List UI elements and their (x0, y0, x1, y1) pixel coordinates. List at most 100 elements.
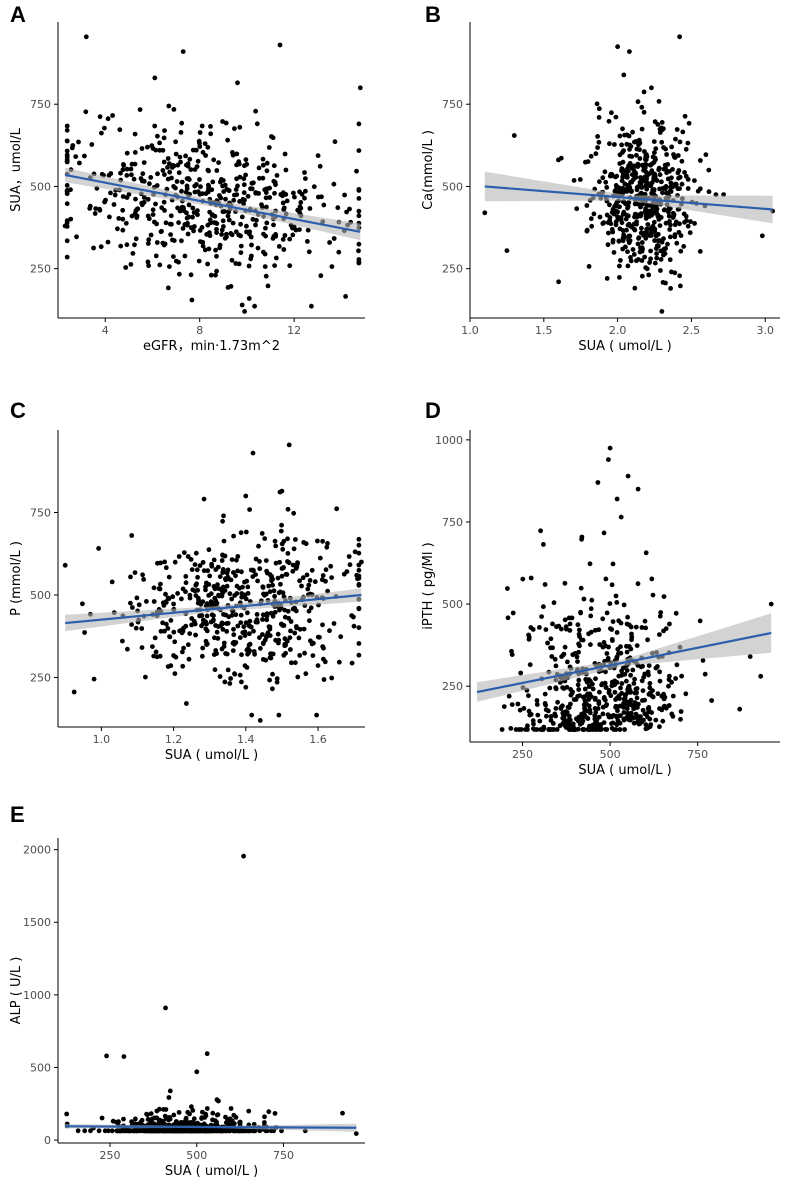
data-point (652, 238, 657, 244)
data-point (541, 542, 546, 547)
data-point (173, 139, 179, 145)
data-point (683, 146, 689, 152)
data-point (657, 706, 662, 711)
data-point (567, 628, 573, 633)
data-point (643, 169, 649, 175)
data-point (155, 171, 160, 177)
data-point (678, 248, 684, 254)
data-point (224, 629, 230, 634)
data-point (656, 165, 662, 171)
data-point (260, 612, 266, 618)
data-point (262, 1114, 267, 1120)
data-point (534, 698, 540, 703)
data-point (356, 652, 362, 658)
data-point (617, 263, 622, 269)
data-point (154, 240, 160, 245)
data-point (208, 272, 214, 278)
data-point (666, 206, 672, 211)
data-point (117, 127, 123, 133)
data-point (273, 560, 279, 566)
data-point (664, 190, 669, 196)
data-point (269, 576, 274, 581)
data-point (608, 693, 614, 699)
x-tick-label: 1.4 (237, 733, 255, 746)
data-point (634, 221, 639, 227)
data-point (706, 167, 712, 173)
data-point (652, 150, 657, 156)
data-point (176, 271, 182, 277)
data-point (577, 177, 583, 182)
outlier-point (511, 133, 517, 138)
x-tick-label: 750 (687, 748, 708, 761)
data-point (235, 623, 241, 629)
outlier-point (768, 601, 774, 607)
data-point (658, 610, 664, 615)
data-point (624, 678, 629, 684)
data-point (200, 645, 206, 651)
data-point (176, 1110, 182, 1115)
data-point (307, 206, 313, 211)
data-point (302, 650, 307, 656)
y-tick-label: 750 (30, 507, 51, 520)
data-point (197, 130, 203, 135)
data-point (612, 689, 618, 695)
data-point (211, 157, 217, 163)
data-point (548, 645, 553, 651)
data-point (627, 142, 633, 148)
data-point (181, 550, 187, 555)
data-point (630, 667, 636, 673)
data-point (318, 273, 324, 279)
data-point (634, 690, 639, 696)
data-point (110, 113, 115, 118)
data-point (589, 223, 595, 229)
data-point (244, 223, 249, 229)
data-point (605, 242, 611, 248)
data-point (229, 557, 235, 562)
data-point (146, 237, 152, 243)
data-point (647, 685, 653, 691)
regression-line (476, 631, 772, 694)
data-point (586, 684, 592, 689)
data-point (91, 245, 96, 251)
data-point (680, 129, 686, 135)
data-point (673, 219, 679, 225)
data-point (245, 651, 251, 657)
data-point (676, 168, 682, 173)
data-point (233, 187, 239, 192)
data-point (620, 235, 626, 241)
data-point (233, 1115, 239, 1120)
x-tick-label: 8 (196, 324, 203, 337)
data-point (118, 243, 124, 249)
data-point (216, 160, 222, 166)
data-point (637, 156, 643, 161)
data-point (253, 190, 259, 195)
data-point (660, 185, 666, 191)
outlier-point (659, 309, 665, 314)
data-point (643, 726, 649, 732)
data-point (220, 178, 226, 183)
data-point (280, 190, 286, 196)
data-point (622, 132, 627, 138)
data-point (181, 206, 186, 212)
data-point (173, 1128, 179, 1134)
data-point (525, 723, 530, 729)
data-point (606, 118, 612, 124)
x-tick-label: 500 (600, 748, 621, 761)
data-point (606, 688, 612, 693)
data-point (632, 700, 638, 705)
data-point (630, 247, 636, 252)
data-point (271, 163, 277, 169)
data-point (125, 646, 130, 652)
data-point (600, 221, 606, 226)
data-point (294, 564, 300, 570)
data-point (648, 256, 653, 262)
data-point (639, 126, 645, 132)
data-point (225, 620, 231, 626)
data-point (558, 704, 564, 710)
data-point (264, 204, 269, 210)
data-point (525, 727, 530, 732)
data-point (597, 689, 602, 695)
data-point (661, 628, 666, 634)
data-point (674, 127, 680, 132)
data-point (183, 574, 189, 579)
